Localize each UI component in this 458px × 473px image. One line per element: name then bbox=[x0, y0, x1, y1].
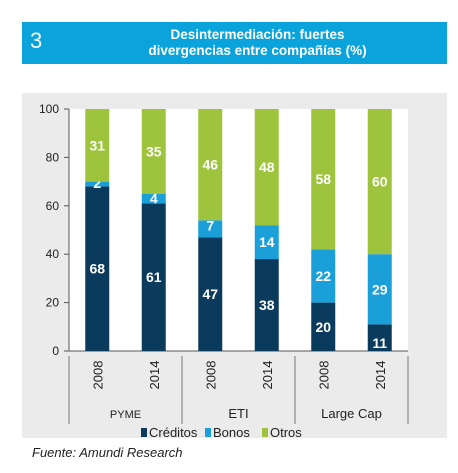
bar-segment-creditos bbox=[367, 324, 392, 351]
bar-segment-otros bbox=[254, 109, 279, 226]
legend-label-creditos: Créditos bbox=[149, 425, 198, 440]
bar-segment-otros bbox=[198, 109, 223, 221]
x-tick-label: 2014 bbox=[260, 361, 275, 390]
group-label: PYME bbox=[110, 409, 141, 421]
data-label: 60 bbox=[372, 174, 388, 190]
y-tick-label: 0 bbox=[52, 344, 59, 358]
data-label: 38 bbox=[259, 297, 275, 313]
bar-segment-otros bbox=[85, 109, 110, 182]
bar-segment-bonos bbox=[141, 193, 166, 204]
x-tick-label: 2014 bbox=[373, 361, 388, 390]
chart-title: Desintermediación: fuertes divergencias … bbox=[72, 27, 443, 59]
data-label: 7 bbox=[206, 217, 214, 233]
x-tick-label: 2008 bbox=[316, 361, 331, 390]
data-label: 47 bbox=[202, 286, 218, 302]
bar-segment-creditos bbox=[85, 186, 110, 351]
x-tick-label: 2014 bbox=[147, 361, 162, 390]
data-label: 11 bbox=[372, 335, 387, 351]
data-label: 4 bbox=[150, 191, 158, 207]
data-label: 68 bbox=[89, 261, 105, 277]
group-label: Large Cap bbox=[321, 406, 382, 421]
data-label: 29 bbox=[372, 281, 388, 297]
group-label: ETI bbox=[228, 406, 248, 421]
legend-label-bonos: Bonos bbox=[213, 425, 250, 440]
legend-swatch-bonos bbox=[205, 428, 211, 437]
legend-label-otros: Otros bbox=[270, 425, 302, 440]
data-label: 2 bbox=[93, 175, 101, 191]
source-note: Fuente: Amundi Research bbox=[32, 445, 183, 460]
chart-header: 3 Desintermediación: fuertes divergencia… bbox=[22, 22, 447, 64]
data-label: 58 bbox=[315, 171, 331, 187]
bar-segment-otros bbox=[311, 109, 336, 250]
data-label: 20 bbox=[315, 319, 331, 335]
y-tick-label: 60 bbox=[46, 199, 60, 213]
data-label: 14 bbox=[259, 234, 275, 250]
bar-segment-bonos bbox=[85, 181, 110, 187]
data-label: 22 bbox=[315, 268, 331, 284]
y-tick-label: 20 bbox=[46, 296, 60, 310]
legend-swatch-creditos bbox=[141, 428, 147, 437]
figure-number: 3 bbox=[30, 28, 43, 53]
title-line-1: Desintermediación: fuertes bbox=[170, 27, 345, 42]
bar-segment-creditos bbox=[141, 203, 166, 351]
x-tick-label: 2008 bbox=[203, 361, 218, 390]
data-label: 48 bbox=[259, 159, 275, 175]
data-label: 61 bbox=[146, 269, 162, 285]
bar-segment-bonos bbox=[254, 225, 279, 260]
bar-segment-creditos bbox=[254, 259, 279, 351]
data-label: 31 bbox=[89, 137, 105, 153]
legend-swatch-otros bbox=[262, 428, 268, 437]
data-label: 46 bbox=[202, 157, 218, 173]
bar-segment-otros bbox=[141, 109, 166, 194]
bar-segment-bonos bbox=[311, 249, 336, 303]
plot-area bbox=[69, 109, 408, 351]
y-tick-label: 80 bbox=[46, 150, 60, 164]
y-tick-label: 100 bbox=[39, 102, 59, 116]
x-tick-label: 2008 bbox=[90, 361, 105, 390]
bar-segment-bonos bbox=[367, 254, 392, 325]
bar-segment-bonos bbox=[198, 220, 223, 238]
bar-segment-otros bbox=[367, 109, 392, 255]
bar-segment-creditos bbox=[198, 237, 223, 351]
data-label: 35 bbox=[146, 143, 162, 159]
title-line-2: divergencias entre compañías (%) bbox=[148, 43, 367, 58]
y-tick-label: 40 bbox=[46, 247, 60, 261]
bar-segment-creditos bbox=[311, 302, 336, 351]
